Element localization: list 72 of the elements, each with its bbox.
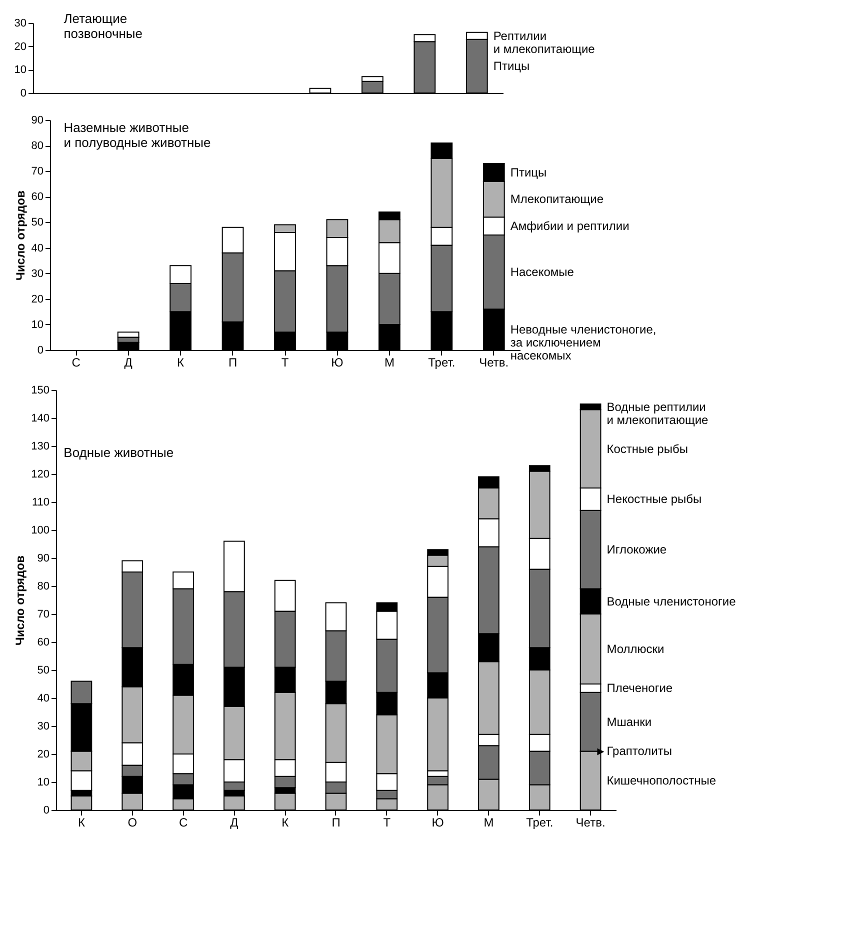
x-tick-label: Ю xyxy=(331,356,344,370)
y-tick-label: 60 xyxy=(31,191,44,204)
series-label: Мшанки xyxy=(606,714,652,729)
y-tick-label: 50 xyxy=(31,216,44,229)
x-tick-label: О xyxy=(128,816,138,830)
series-label: Водные рептилии и млекопитающие xyxy=(606,400,709,427)
y-tick-label: 80 xyxy=(37,580,50,592)
y-tick-label: 80 xyxy=(31,140,44,152)
text: Наземные животные и полуводные животные xyxy=(64,120,211,150)
series-label: Насекомые xyxy=(510,265,574,280)
x-tick-label: К xyxy=(282,816,289,830)
y-tick-label: 20 xyxy=(31,293,44,306)
series-label: Амфибии и рептилии xyxy=(510,219,630,234)
y-tick-label: 90 xyxy=(37,552,50,564)
y-tick-label: 50 xyxy=(37,664,50,676)
series-label: Костные рыбы xyxy=(606,442,688,456)
x-tick-label: Т xyxy=(281,356,290,370)
y-tick-label: 30 xyxy=(31,268,44,280)
series-label: Кишечнополостные xyxy=(606,774,716,788)
y-tick-label: 10 xyxy=(14,64,26,76)
x-tick-label: Четв. xyxy=(576,816,606,830)
x-tick-label: С xyxy=(178,816,188,830)
y-tick-label: 120 xyxy=(31,468,50,480)
y-axis-title: Число отрядов xyxy=(13,555,28,646)
series-label: Млекопитающие xyxy=(510,192,604,206)
x-tick-label: П xyxy=(332,816,340,830)
series-label: Птицы xyxy=(510,165,547,180)
y-tick-label: 70 xyxy=(37,608,50,620)
chart-title: Летающие позвоночные xyxy=(64,11,142,41)
series-label: Рептилии и млекопитающие xyxy=(493,28,596,56)
legend-label: Граптолиты xyxy=(606,744,672,758)
y-tick-label: 0 xyxy=(20,88,26,100)
series-label: Моллюски xyxy=(606,642,664,656)
y-tick-label: 130 xyxy=(31,440,50,452)
x-tick-label: М xyxy=(484,816,494,830)
y-tick-label: 90 xyxy=(31,114,44,126)
y-tick-label: 60 xyxy=(37,636,50,648)
y-tick-label: 100 xyxy=(31,524,50,536)
y-tick-label: 0 xyxy=(43,804,50,816)
series-label: Неводные членистоногие, за исключением насекомых xyxy=(510,322,656,363)
series-label: Иглокожие xyxy=(606,542,667,557)
y-tick-label: 40 xyxy=(31,242,44,254)
y-tick-label: 40 xyxy=(37,692,50,704)
series-label: Птицы xyxy=(493,59,530,74)
y-tick-label: 10 xyxy=(31,318,44,331)
y-tick-label: 10 xyxy=(37,776,50,788)
x-tick-label: М xyxy=(384,356,394,370)
x-tick-label: Трет. xyxy=(428,356,456,370)
x-tick-label: К xyxy=(177,356,184,370)
x-tick-label: Д xyxy=(230,816,238,830)
y-tick-label: 20 xyxy=(14,40,26,53)
y-tick-label: 150 xyxy=(31,384,50,396)
x-tick-label: Т xyxy=(383,816,392,830)
y-tick-label: 140 xyxy=(31,412,50,424)
x-tick-label: Д xyxy=(124,356,132,370)
x-tick-label: С xyxy=(72,356,81,370)
y-tick-label: 0 xyxy=(37,344,44,356)
y-axis-title: Число отрядов xyxy=(13,190,28,281)
series-label: Некостные рыбы xyxy=(606,492,702,506)
x-tick-label: Трет. xyxy=(526,816,554,830)
x-tick-label: Четв. xyxy=(479,356,509,370)
y-tick-label: 30 xyxy=(37,720,50,732)
x-tick-label: К xyxy=(78,816,85,830)
series-label: Водные членистоногие xyxy=(606,594,736,608)
y-tick-label: 110 xyxy=(32,496,50,508)
x-tick-label: П xyxy=(228,356,238,370)
y-tick-label: 70 xyxy=(31,166,44,178)
x-tick-label: Ю xyxy=(432,816,444,830)
y-tick-label: 30 xyxy=(14,18,26,30)
text: Водные животные xyxy=(64,445,174,460)
series-label: Плеченогие xyxy=(606,681,673,696)
y-tick-label: 20 xyxy=(37,748,50,760)
